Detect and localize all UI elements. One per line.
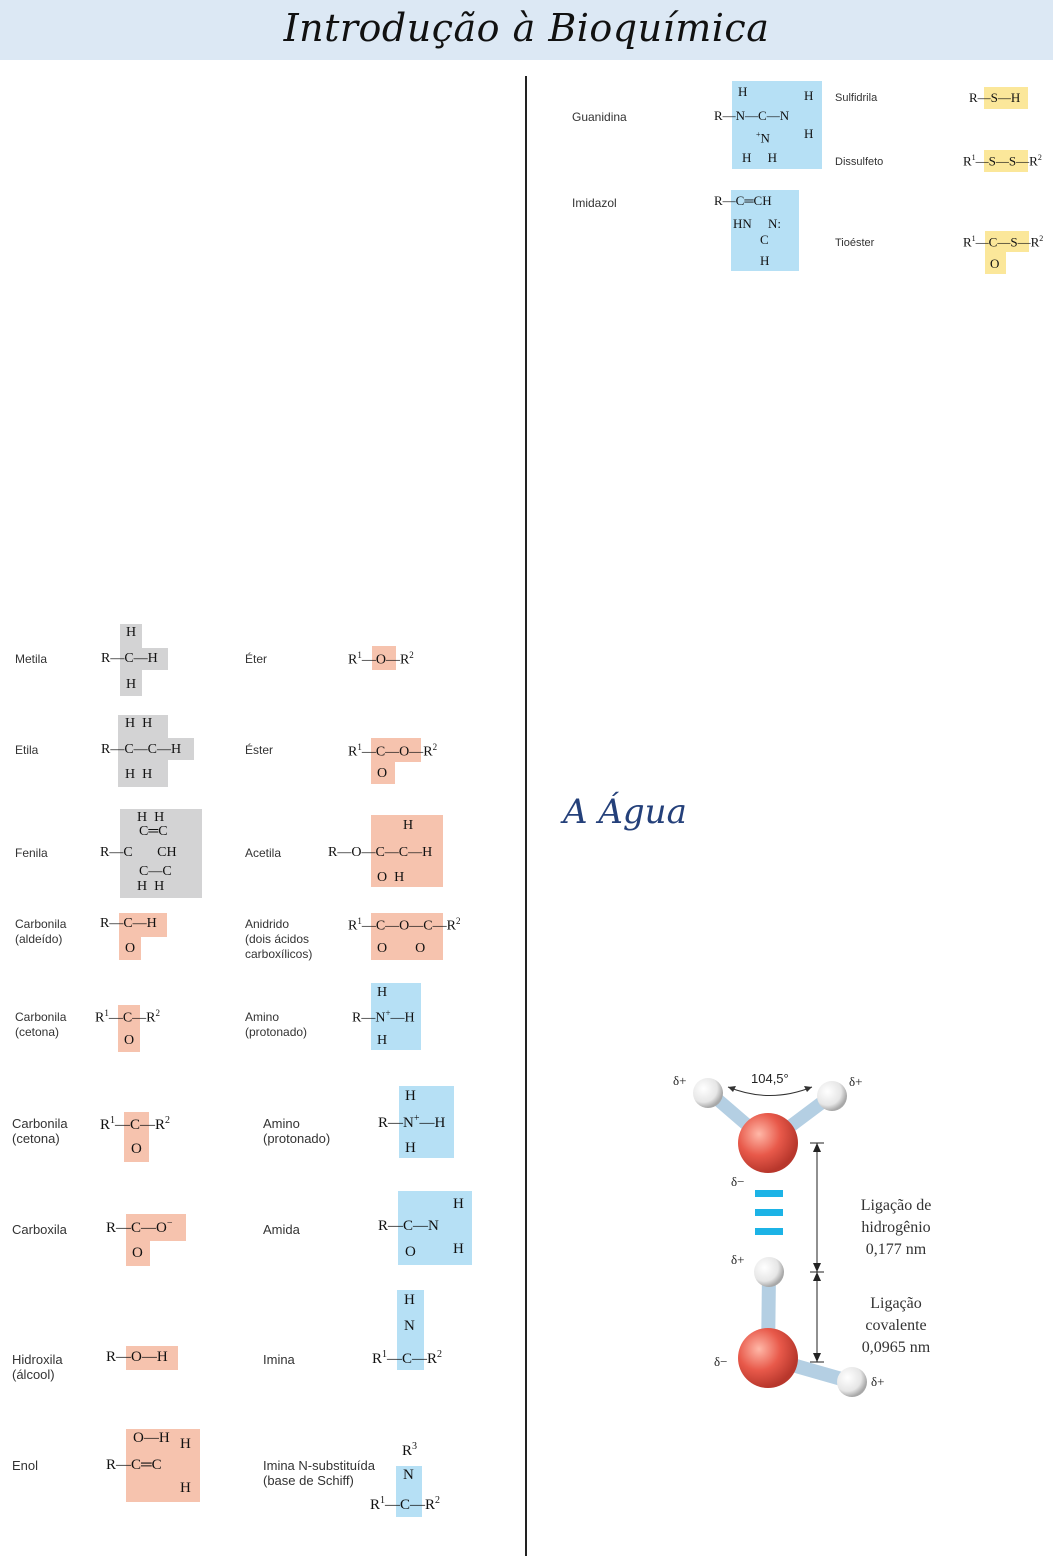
hydrogen-atom <box>837 1367 867 1397</box>
label-etila: Etila <box>15 743 39 757</box>
hydrogen-bond-dash <box>755 1190 783 1197</box>
label-acetila: Acetila <box>245 846 282 860</box>
header-banner: Introdução à Bioquímica <box>0 0 1053 60</box>
label-sulfidrila: Sulfidrila <box>835 92 878 104</box>
delta-plus-label: δ+ <box>731 1252 744 1267</box>
hydrogen-atom <box>817 1081 847 1111</box>
delta-plus-label: δ+ <box>849 1074 862 1089</box>
label-imina: Imina <box>263 1352 295 1367</box>
hydrogen-bond-dash <box>755 1228 783 1235</box>
label-dissulfeto: Dissulfeto <box>835 156 884 168</box>
delta-minus-label: δ− <box>731 1174 744 1189</box>
angle-arc <box>727 1086 813 1096</box>
covalent-label-line1: Ligação <box>870 1295 922 1312</box>
hbond-label-line2: hidrogênio <box>861 1219 930 1236</box>
covalent-label-line3: 0,0965 nm <box>862 1339 931 1356</box>
covalent-label-line2: covalente <box>865 1317 926 1334</box>
hbond-label-line3: 0,177 nm <box>866 1241 927 1258</box>
delta-minus-label: δ− <box>714 1354 727 1369</box>
label-guanidina: Guanidina <box>572 110 627 124</box>
label-eter: Éter <box>245 652 268 666</box>
label-carboxila: Carboxila <box>12 1222 67 1237</box>
hydrogen-bond-dash <box>755 1209 783 1216</box>
label-ester: Éster <box>245 743 274 757</box>
label-carbonila-aldeido: Carbonila (aldeído) <box>15 917 67 946</box>
label-carbonila-cetona-2: Carbonila (cetona) <box>12 1116 68 1146</box>
oxygen-atom <box>738 1328 798 1388</box>
oxygen-atom <box>738 1113 798 1173</box>
label-hidroxila: Hidroxila (álcool) <box>12 1352 63 1382</box>
label-fenila: Fenila <box>15 846 48 860</box>
label-enol: Enol <box>12 1458 39 1473</box>
label-tioester: Tioéster <box>835 237 875 249</box>
label-amida: Amida <box>263 1222 300 1237</box>
page-title: Introdução à Bioquímica <box>283 6 770 50</box>
angle-label: 104,5° <box>751 1071 789 1086</box>
label-metila: Metila <box>15 652 48 666</box>
hbond-label-line1: Ligação de <box>861 1197 932 1214</box>
hydrogen-atom <box>693 1078 723 1108</box>
delta-plus-label: δ+ <box>871 1374 884 1389</box>
label-imina-n-substituida: Imina N-substituída (base de Schiff) <box>263 1458 375 1488</box>
label-carbonila-cetona: Carbonila (cetona) <box>15 1010 67 1039</box>
hydrogen-atom <box>754 1257 784 1287</box>
label-anidrido: Anidrido (dois ácidos carboxílicos) <box>245 917 313 961</box>
section-title-agua: A Água <box>563 792 687 832</box>
label-amino-protonado: Amino (protonado) <box>245 1010 308 1039</box>
label-imidazol: Imidazol <box>572 196 617 210</box>
column-divider <box>525 76 527 1556</box>
delta-plus-label: δ+ <box>673 1073 686 1088</box>
label-amino-protonado-2: Amino (protonado) <box>263 1116 331 1146</box>
water-hydrogen-bond-figure: 104,5° δ+ δ+ δ− δ+ δ− δ+ Ligação de hidr… <box>673 1071 932 1397</box>
